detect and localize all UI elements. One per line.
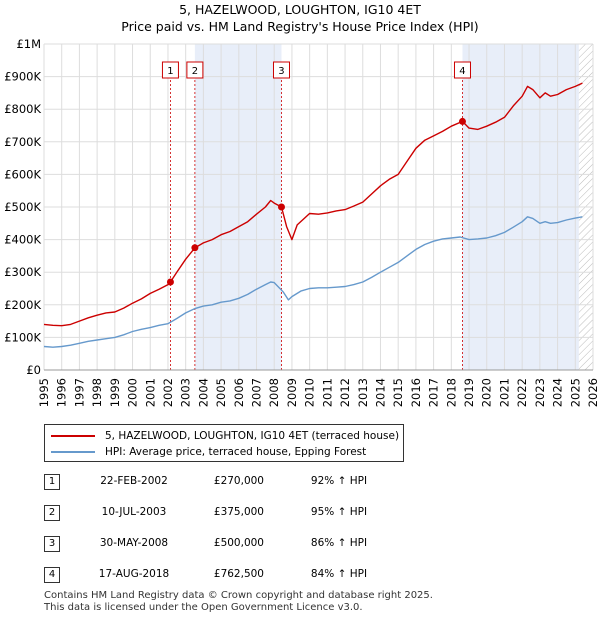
x-tick-label: 2009 xyxy=(285,378,299,407)
y-tick-label: £900K xyxy=(4,70,41,84)
legend-price-line xyxy=(51,435,95,437)
sale-row: 2 10-JUL-2003 £375,000 95% ↑ HPI xyxy=(44,505,444,525)
x-tick-label: 2014 xyxy=(373,378,387,407)
sale-price: £375,000 xyxy=(213,506,264,518)
sale-hpi-change: 92% ↑ HPI xyxy=(310,475,368,487)
x-tick-label: 2016 xyxy=(409,378,423,407)
x-tick-label: 2008 xyxy=(267,378,281,407)
sale-point xyxy=(191,244,199,252)
x-tick-label: 2004 xyxy=(196,378,210,407)
price-chart: £0 £100K £200K £300K £400K £500K £600K £700K £80… xyxy=(4,37,600,407)
x-tick-label: 1996 xyxy=(55,378,69,407)
x-tick-label: 2026 xyxy=(586,378,600,407)
x-tick-label: 2025 xyxy=(568,378,582,407)
sale-marker-box xyxy=(272,61,290,79)
y-tick-label: £300K xyxy=(4,265,41,279)
x-tick-label: 1995 xyxy=(37,378,51,407)
sale-number-badge: 3 xyxy=(44,536,60,552)
x-tick-label: 2022 xyxy=(515,378,529,407)
y-tick-label: £400K xyxy=(4,233,41,247)
legend-hpi-line xyxy=(51,451,95,453)
sale-marker-label: 4 xyxy=(459,66,465,77)
y-tick-label: £700K xyxy=(4,135,41,149)
chart-legend: 5, HAZELWOOD, LOUGHTON, IG10 4ET (terrac… xyxy=(44,424,404,462)
y-tick-label: £100K xyxy=(4,330,41,344)
x-tick-label: 2006 xyxy=(232,378,246,407)
sale-marker-box xyxy=(161,61,179,79)
sale-point xyxy=(166,278,174,286)
y-tick-label: £600K xyxy=(4,167,41,181)
sale-row: 1 22-FEB-2002 £270,000 92% ↑ HPI xyxy=(44,474,444,494)
x-tick-label: 2005 xyxy=(214,378,228,407)
x-tick-label: 2013 xyxy=(356,378,370,407)
x-tick-label: 2003 xyxy=(179,378,193,407)
footer-copyright: Contains HM Land Registry data © Crown c… xyxy=(44,590,433,601)
sale-marker-box xyxy=(453,61,471,79)
x-tick-label: 2010 xyxy=(303,378,317,407)
sale-date: 30-MAY-2008 xyxy=(99,537,169,549)
x-tick-label: 2007 xyxy=(250,378,264,407)
sale-point xyxy=(458,117,466,125)
footer-licence: This data is licensed under the Open Gov… xyxy=(44,602,363,613)
x-tick-label: 1998 xyxy=(90,378,104,407)
x-tick-label: 2023 xyxy=(533,378,547,407)
x-tick-label: 2018 xyxy=(444,378,458,407)
sale-point xyxy=(277,203,285,211)
x-tick-label: 2012 xyxy=(338,378,352,407)
chart-title: 5, HAZELWOOD, LOUGHTON, IG10 4ET xyxy=(179,2,421,17)
y-tick-label: £200K xyxy=(4,298,41,312)
sale-number-badge: 4 xyxy=(44,567,60,583)
legend-hpi-label: HPI: Average price, terraced house, Eppi… xyxy=(105,446,367,458)
y-tick-label: £1M xyxy=(16,37,41,51)
sale-row: 4 17-AUG-2018 £762,500 84% ↑ HPI xyxy=(44,567,444,587)
chart-subtitle: Price paid vs. HM Land Registry's House … xyxy=(121,19,479,34)
x-tick-label: 2020 xyxy=(480,378,494,407)
y-tick-label: £800K xyxy=(4,102,41,116)
hpi-line xyxy=(43,216,583,348)
sale-date: 10-JUL-2003 xyxy=(101,506,167,518)
legend-price-label: 5, HAZELWOOD, LOUGHTON, IG10 4ET (terrac… xyxy=(105,430,400,442)
sale-marker-label: 2 xyxy=(192,66,198,77)
price-paid-line xyxy=(43,82,583,327)
sale-marker-label: 1 xyxy=(167,66,173,77)
sale-price: £762,500 xyxy=(213,568,264,580)
sale-date: 22-FEB-2002 xyxy=(100,475,168,487)
x-tick-label: 2024 xyxy=(551,378,565,407)
y-tick-label: £0 xyxy=(26,363,41,377)
legend-item-hpi: HPI: Average price, terraced house, Eppi… xyxy=(51,444,366,460)
sale-number-badge: 1 xyxy=(44,474,60,490)
sale-marker-label: 3 xyxy=(278,66,284,77)
sale-marker-box xyxy=(186,61,204,79)
x-tick-label: 2001 xyxy=(143,378,157,407)
x-tick-label: 2000 xyxy=(126,378,140,407)
x-tick-label: 2021 xyxy=(497,378,511,407)
x-tick-label: 2002 xyxy=(161,378,175,407)
sale-date: 17-AUG-2018 xyxy=(98,568,170,580)
sale-number-badge: 2 xyxy=(44,505,60,521)
y-tick-label: £500K xyxy=(4,200,41,214)
sale-row: 3 30-MAY-2008 £500,000 86% ↑ HPI xyxy=(44,536,444,556)
sale-price: £500,000 xyxy=(213,537,264,549)
x-tick-label: 2011 xyxy=(320,378,334,407)
sale-hpi-change: 84% ↑ HPI xyxy=(310,568,368,580)
sale-hpi-change: 95% ↑ HPI xyxy=(310,506,368,518)
footer-attribution: Contains HM Land Registry data © Crown c… xyxy=(44,590,433,614)
x-tick-label: 1999 xyxy=(108,378,122,407)
x-tick-label: 1997 xyxy=(72,378,86,407)
x-tick-label: 2017 xyxy=(427,378,441,407)
x-tick-label: 2015 xyxy=(391,378,405,407)
sale-hpi-change: 86% ↑ HPI xyxy=(310,537,368,549)
x-tick-label: 2019 xyxy=(462,378,476,407)
legend-item-price: 5, HAZELWOOD, LOUGHTON, IG10 4ET (terrac… xyxy=(51,428,399,444)
sale-price: £270,000 xyxy=(213,475,264,487)
